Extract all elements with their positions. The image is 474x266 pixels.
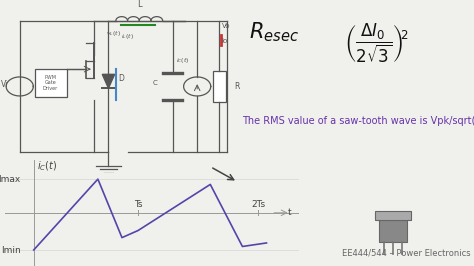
FancyBboxPatch shape [375, 211, 411, 219]
Text: D: D [118, 74, 124, 83]
Text: Imax: Imax [0, 174, 21, 184]
Text: $i_C(t)$: $i_C(t)$ [37, 159, 57, 173]
Text: Imin: Imin [1, 246, 21, 255]
Text: $\left(\dfrac{\Delta I_0}{2\sqrt{3}}\right)^{\!\!2}$: $\left(\dfrac{\Delta I_0}{2\sqrt{3}}\rig… [344, 22, 408, 65]
Text: R: R [234, 82, 239, 91]
Text: $i_C(t)$: $i_C(t)$ [176, 56, 190, 65]
Text: t: t [287, 208, 291, 217]
FancyBboxPatch shape [213, 71, 226, 102]
Text: PWM
Gate
Driver: PWM Gate Driver [43, 75, 58, 91]
FancyBboxPatch shape [35, 69, 66, 97]
Text: Io: Io [222, 38, 228, 44]
Text: $v_L(t)$: $v_L(t)$ [106, 28, 121, 38]
FancyBboxPatch shape [379, 219, 407, 242]
Text: The RMS value of a saw-tooth wave is Vpk/sqrt(3): The RMS value of a saw-tooth wave is Vpk… [242, 117, 474, 127]
Text: L: L [137, 0, 142, 9]
Polygon shape [102, 74, 115, 88]
Text: $\mathit{R_{esec}}$: $\mathit{R_{esec}}$ [249, 20, 299, 44]
Text: Vi: Vi [1, 80, 9, 89]
Text: Ts: Ts [134, 201, 142, 210]
Text: Vo: Vo [222, 23, 230, 29]
Text: EE444/544 – Power Electronics: EE444/544 – Power Electronics [342, 249, 470, 258]
Text: C: C [153, 80, 158, 86]
Text: $i_L(t)$: $i_L(t)$ [121, 32, 134, 41]
Text: 2Ts: 2Ts [251, 201, 265, 210]
